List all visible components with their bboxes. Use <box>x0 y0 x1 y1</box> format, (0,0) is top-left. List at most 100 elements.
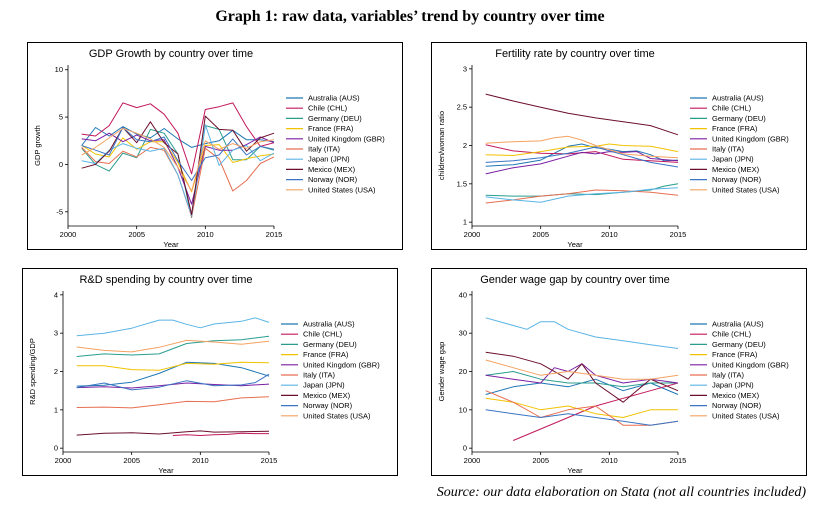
x-tick-label: 2005 <box>128 230 145 239</box>
series-line <box>485 409 679 426</box>
chart-svg: Fertility rate by country over time 1 1.5 2… <box>437 48 789 249</box>
legend-entry: France (FRA) <box>303 350 349 359</box>
x-tick-label: 2015 <box>266 230 283 239</box>
x-axis-label: Year <box>567 466 583 475</box>
chart-title: R&D spending by country over time <box>79 274 252 286</box>
series-line <box>485 144 679 163</box>
legend-entry: Germany (DEU) <box>303 340 357 349</box>
series-line <box>513 382 679 441</box>
legend-entry: Germany (DEU) <box>712 114 766 123</box>
chart-panel-rd-spending: R&D spending by country over time 0 1 2 3 4 20… <box>22 268 398 476</box>
source-note: Source: our data elaboration on Stata (n… <box>436 485 806 500</box>
legend-entry: United States (USA) <box>308 185 376 194</box>
y-tick-label: 10 <box>55 65 63 74</box>
legend-entry: Australia (AUS) <box>303 320 355 329</box>
series-line <box>81 102 275 175</box>
legend-entry: Italy (ITA) <box>712 371 744 380</box>
legend-entry: France (FRA) <box>308 124 354 133</box>
series-line <box>485 135 679 159</box>
series-line <box>485 93 679 136</box>
y-axis-label: GDP growth <box>33 125 42 166</box>
x-tick-label: 2015 <box>261 456 278 465</box>
y-axis-label: R&D spending/GDP <box>28 338 37 405</box>
y-tick-label: 2 <box>54 367 58 376</box>
main-title: Graph 1: raw data, variables’ trend by c… <box>215 8 605 25</box>
legend-entry: Italy (ITA) <box>308 145 340 154</box>
legend-entry: United States (USA) <box>303 411 371 420</box>
legend-entry: Mexico (MEX) <box>308 165 356 174</box>
x-axis-label: Year <box>158 466 174 475</box>
y-tick-label: 40 <box>459 290 467 299</box>
series-line <box>485 317 679 349</box>
y-axis-label: Gender wage gap <box>437 342 446 402</box>
legend-entry: Chile (CHL) <box>303 330 343 339</box>
x-tick-label: 2000 <box>464 456 481 465</box>
legend-entry: United Kingdom (GBR) <box>712 134 789 143</box>
series-line <box>485 151 679 175</box>
y-tick-label: 1 <box>463 218 467 227</box>
legend-entry: Australia (AUS) <box>712 320 764 329</box>
legend-entry: France (FRA) <box>712 350 758 359</box>
chart-panel-gender-wage-gap: Gender wage gap by country over time 0 10 2… <box>431 268 807 476</box>
series-line <box>485 378 679 395</box>
series-line <box>76 317 270 337</box>
series-line <box>485 351 679 403</box>
series-line <box>76 373 270 391</box>
legend-entry: Japan (JPN) <box>712 381 754 390</box>
series-line <box>81 128 275 192</box>
chart-title: GDP Growth by country over time <box>89 48 253 60</box>
y-tick-label: 20 <box>459 367 467 376</box>
series-line <box>81 115 275 216</box>
chart-svg: GDP Growth by country over time -5 0 5 10 200… <box>33 48 385 249</box>
series-line <box>76 396 270 409</box>
legend-entry: Mexico (MEX) <box>712 165 760 174</box>
x-tick-label: 2000 <box>464 230 481 239</box>
series-line <box>485 390 679 426</box>
x-tick-label: 2015 <box>670 230 687 239</box>
x-tick-label: 2010 <box>601 456 618 465</box>
series-line <box>81 127 275 181</box>
legend-entry: Chile (CHL) <box>712 104 752 113</box>
x-tick-label: 2010 <box>197 230 214 239</box>
legend-entry: Chile (CHL) <box>308 104 348 113</box>
legend-entry: United States (USA) <box>712 185 780 194</box>
y-tick-label: 30 <box>459 329 467 338</box>
x-axis-label: Year <box>163 240 179 249</box>
y-tick-label: 2.5 <box>457 103 467 112</box>
legend-entry: Norway (NOR) <box>712 175 762 184</box>
x-tick-label: 2005 <box>123 456 140 465</box>
y-axis-label: children/woman ratio <box>437 111 446 180</box>
legend-entry: Germany (DEU) <box>308 114 362 123</box>
legend-entry: Japan (JPN) <box>712 155 754 164</box>
x-tick-label: 2015 <box>670 456 687 465</box>
x-axis-label: Year <box>567 240 583 249</box>
legend-entry: Italy (ITA) <box>303 371 335 380</box>
y-tick-label: 0 <box>54 444 58 453</box>
series-line <box>485 363 679 384</box>
series-line <box>485 146 679 168</box>
legend-entry: Japan (JPN) <box>308 155 350 164</box>
x-tick-label: 2000 <box>55 456 72 465</box>
y-tick-label: 0 <box>463 444 467 453</box>
series-line <box>485 187 679 203</box>
legend-entry: United Kingdom (GBR) <box>308 134 385 143</box>
series-line <box>485 189 679 204</box>
series-line <box>81 146 275 217</box>
series-line <box>81 126 275 148</box>
y-tick-label: 4 <box>54 290 58 299</box>
legend-entry: Australia (AUS) <box>308 94 360 103</box>
x-tick-label: 2005 <box>532 456 549 465</box>
series-line <box>81 137 275 193</box>
series-line <box>485 183 679 197</box>
y-tick-label: 1 <box>54 405 58 414</box>
y-tick-label: 2 <box>463 141 467 150</box>
chart-panel-gdp-growth: GDP Growth by country over time -5 0 5 10 200… <box>27 42 403 250</box>
series-line <box>485 397 678 418</box>
x-tick-label: 2010 <box>192 456 209 465</box>
legend-entry: Chile (CHL) <box>712 330 752 339</box>
chart-svg: Gender wage gap by country over time 0 10 2… <box>437 274 789 475</box>
y-tick-label: 10 <box>459 405 467 414</box>
chart-panel-fertility-rate: Fertility rate by country over time 1 1.5 2… <box>431 42 807 250</box>
y-tick-label: -5 <box>56 207 63 216</box>
legend-entry: Norway (NOR) <box>308 175 358 184</box>
